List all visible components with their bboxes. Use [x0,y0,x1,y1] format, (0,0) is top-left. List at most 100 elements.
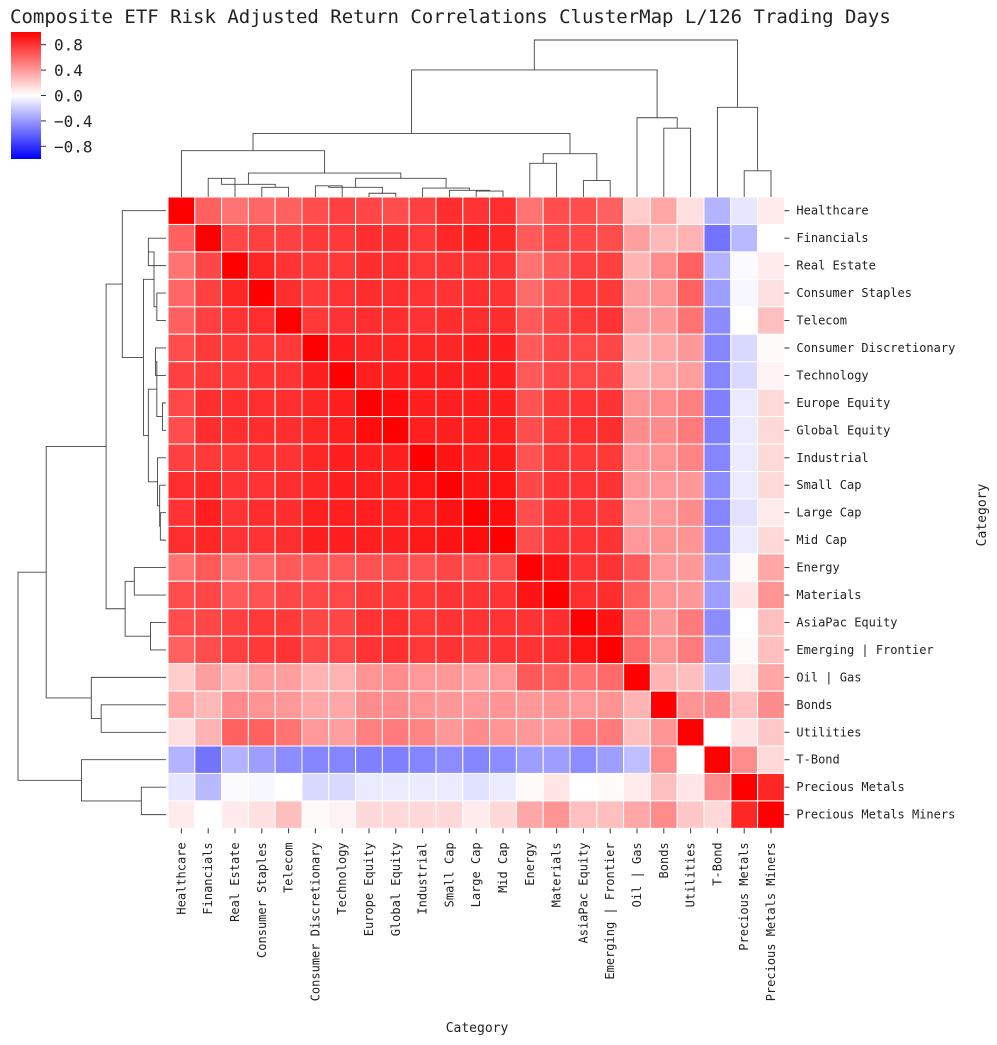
heatmap-cell [221,745,249,774]
heatmap-cell [757,388,785,418]
heatmap-cell [167,361,196,390]
row-dendrogram-link [140,786,166,816]
heatmap-cell [515,608,544,637]
heatmap-cell [381,525,410,555]
column-dendrogram-link [533,39,738,108]
heatmap-cell [730,471,759,500]
heatmap-cell [274,553,303,582]
heatmap-cell [676,223,705,253]
heatmap-cell [676,388,705,418]
heatmap-cell [328,635,357,665]
heatmap-cell [194,388,223,418]
heatmap-cell [274,416,303,445]
heatmap-cell [462,278,491,308]
heatmap-cell [676,772,705,802]
heatmap-cell [623,498,651,527]
column-dendrogram [180,39,772,197]
heatmap-cell [328,772,357,802]
heatmap-cell [489,333,517,363]
heatmap-cell [569,635,598,665]
heatmap-cell [221,498,249,527]
heatmap-cell [247,251,276,280]
x-tick-label-consumer-staples: Consumer Staples [255,842,269,958]
heatmap-cell [221,333,249,363]
heatmap-cell [542,416,571,445]
heatmap-cell [435,553,464,582]
heatmap-cell [381,388,410,418]
heatmap-cell [542,278,571,308]
heatmap-cell [515,388,544,418]
heatmap-cell [221,800,249,829]
heatmap-cell [408,525,437,555]
heatmap-cell [301,800,330,829]
heatmap-cell [489,635,517,665]
heatmap-cell [221,663,249,692]
heatmap-cell [167,278,196,308]
heatmap-cell [274,333,303,363]
heatmap-cell [167,251,196,280]
heatmap-cell [542,498,571,527]
heatmap-cell [408,416,437,445]
column-dendrogram-link [582,180,611,197]
heatmap-cell [247,388,276,418]
heatmap-cell [247,498,276,527]
heatmap-cell [489,278,517,308]
heatmap-cell [676,525,705,555]
heatmap-cell [167,443,196,472]
heatmap-cell [623,525,651,555]
heatmap-cell [489,608,517,637]
heatmap-cell [703,800,732,829]
heatmap-cell [435,223,464,253]
heatmap-cell [328,525,357,555]
heatmap-cell [676,361,705,390]
heatmap-cell [730,416,759,445]
heatmap-cell [462,525,491,555]
heatmap-cell [381,663,410,692]
heatmap-cell [676,718,705,747]
heatmap-cell [381,306,410,335]
heatmap-cell [221,278,249,308]
heatmap-cell [596,443,625,472]
heatmap-cell [194,498,223,527]
heatmap-cell [649,306,678,335]
heatmap-cell [274,525,303,555]
heatmap-cell [515,223,544,253]
heatmap-cell [569,443,598,472]
heatmap-cell [301,580,330,610]
heatmap-cell [247,635,276,665]
heatmap-cell [167,525,196,555]
heatmap-cell [489,306,517,335]
heatmap-cell [274,278,303,308]
heatmap-cell [703,416,732,445]
heatmap-cell [221,251,249,280]
heatmap-cell [408,388,437,418]
heatmap-cell [730,388,759,418]
row-dendrogram-link [121,210,166,358]
heatmap-cell [515,663,544,692]
heatmap-cell [435,718,464,747]
heatmap-cell [623,388,651,418]
y-tick-label-oil-gas: Oil | Gas [796,670,861,684]
y-tick-label-precious-metals: Precious Metals [796,780,904,794]
column-dendrogram-link [475,190,504,197]
heatmap-cell [596,718,625,747]
heatmap-cell [757,223,785,253]
heatmap-cell [435,361,464,390]
heatmap-cell [435,525,464,555]
heatmap-cell [435,278,464,308]
heatmap-cell [167,498,196,527]
x-tick-label-materials: Materials [550,842,564,907]
heatmap-cell [247,223,276,253]
heatmap-cell [596,196,625,225]
heatmap-cell [703,471,732,500]
heatmap-cell [623,718,651,747]
heatmap-cell [194,416,223,445]
heatmap-cell [408,608,437,637]
heatmap-cell [167,333,196,363]
heatmap-cell [381,635,410,665]
y-axis-label: Category [975,484,990,547]
heatmap-cell [355,745,383,774]
y-tick-label-technology: Technology [796,368,868,382]
x-tick-label-oil-gas: Oil | Gas [630,842,644,907]
heatmap-cell [515,745,544,774]
